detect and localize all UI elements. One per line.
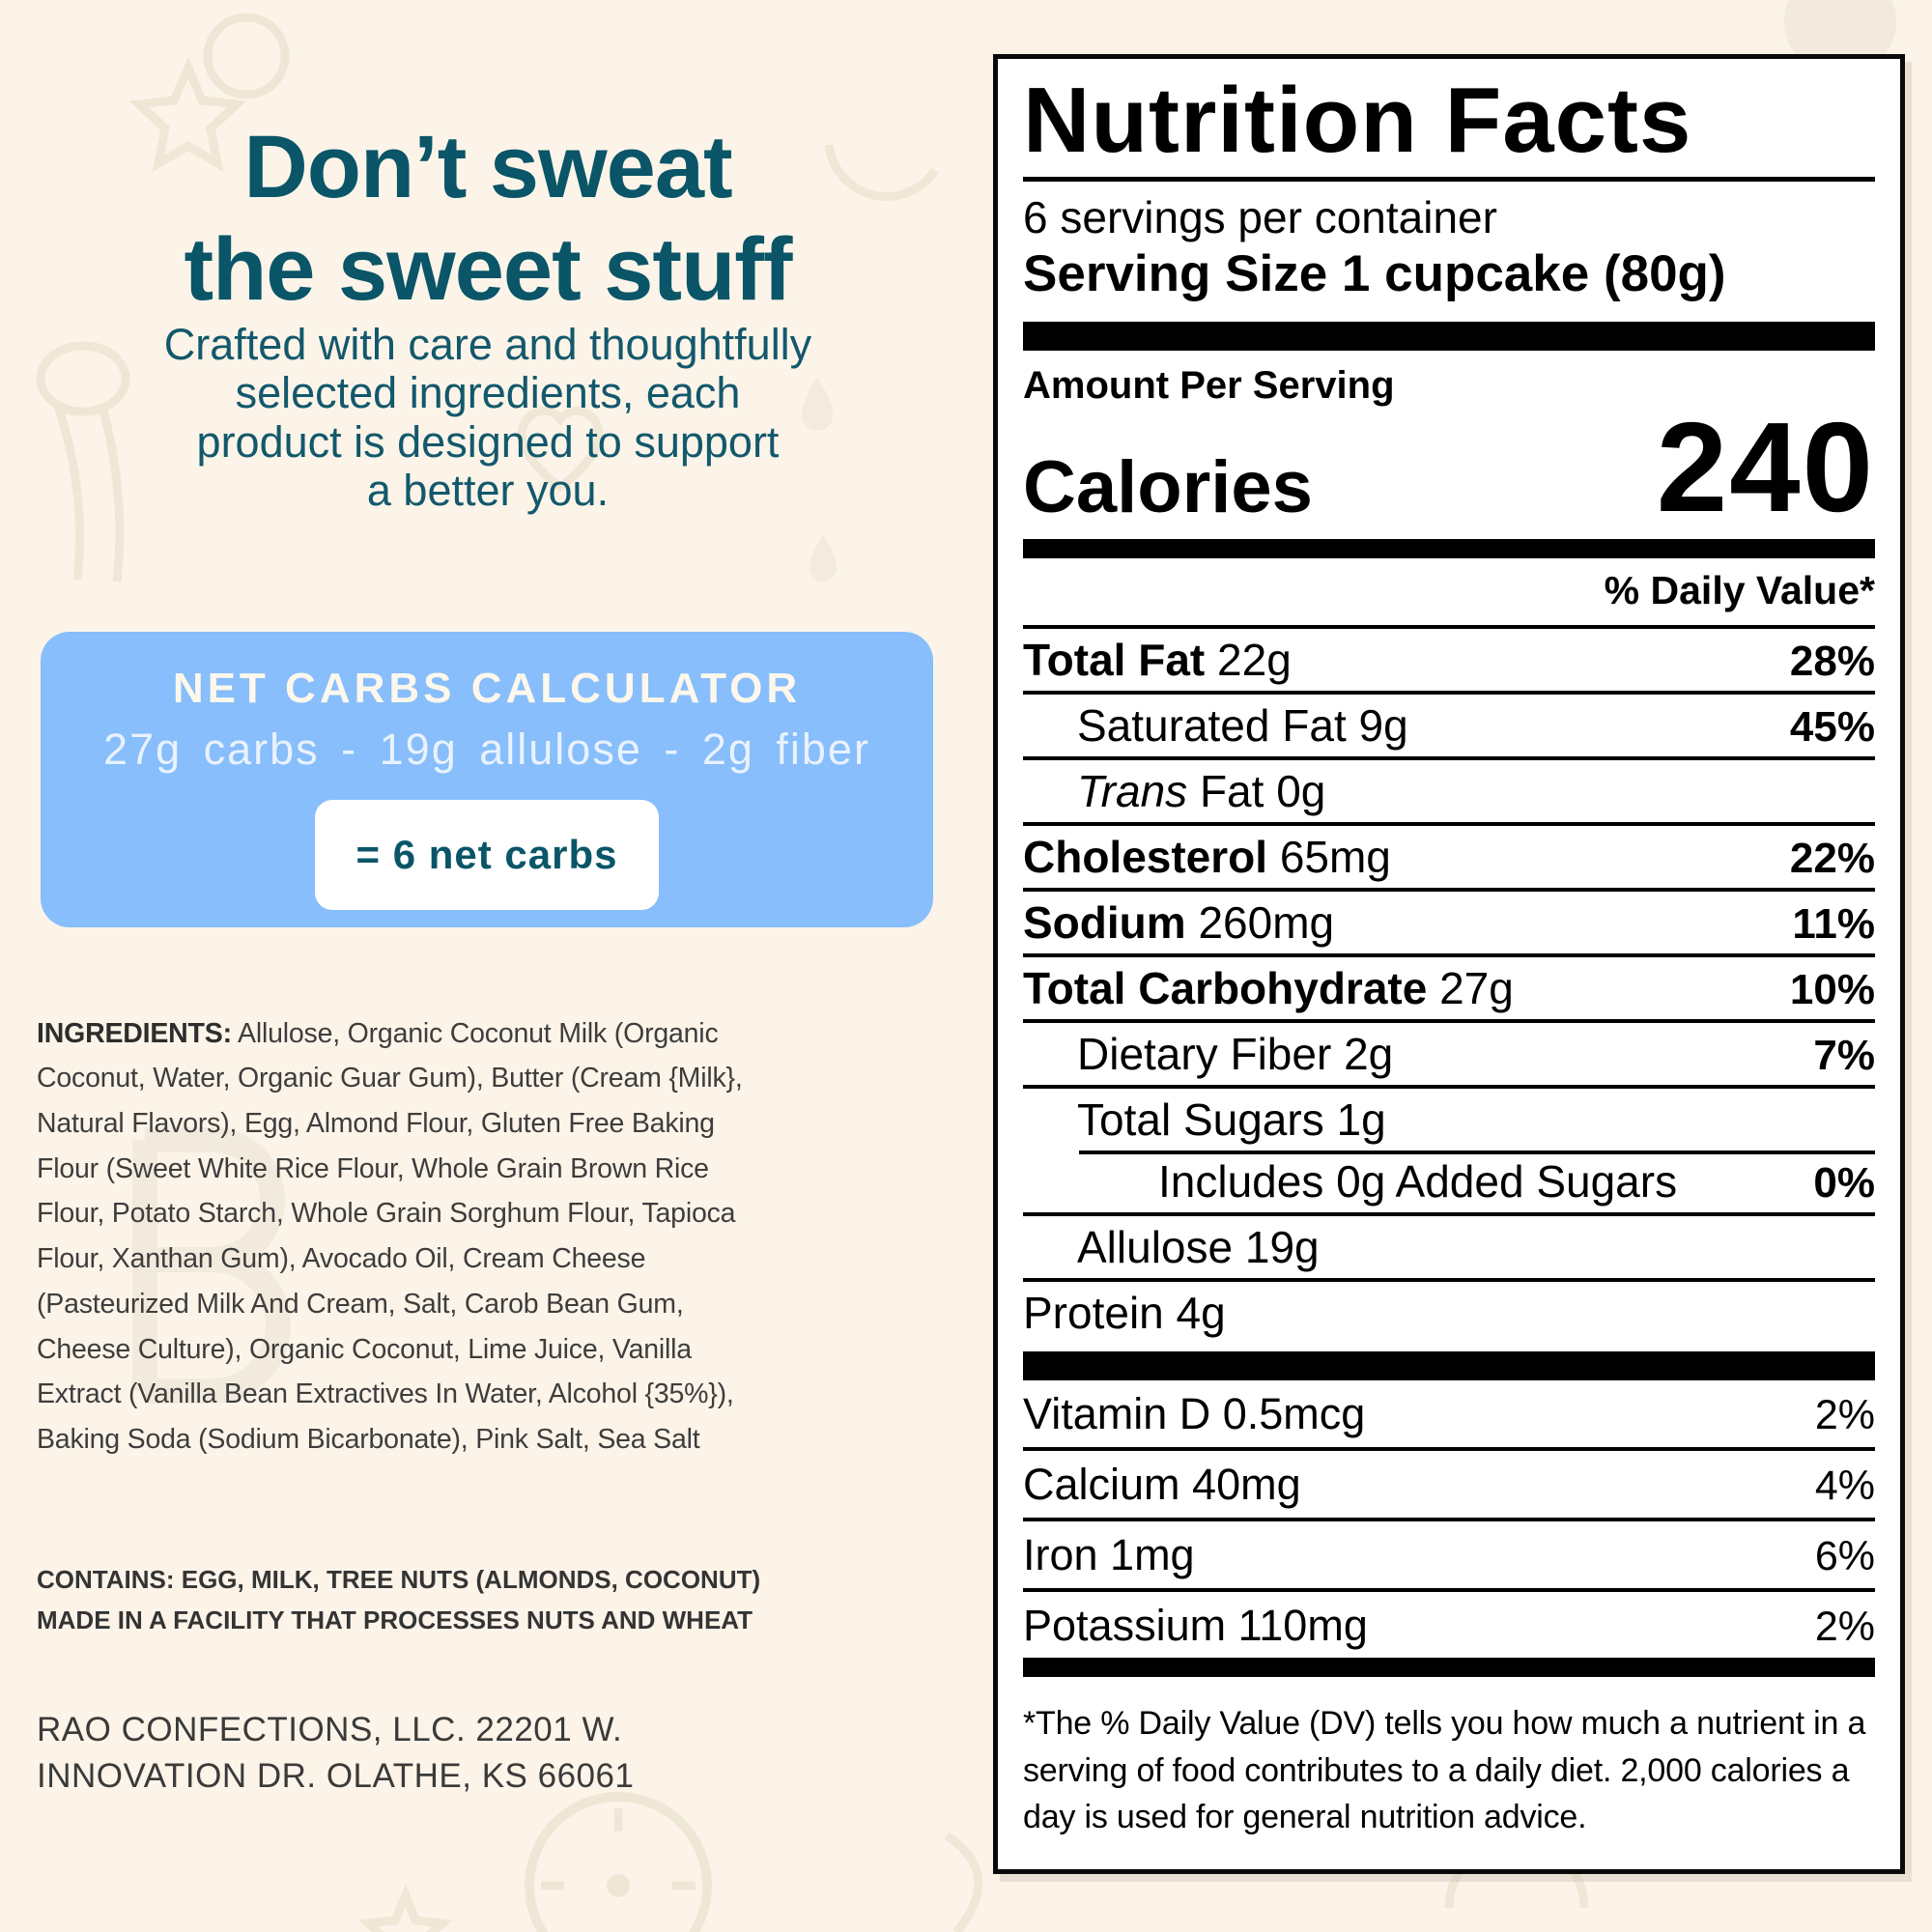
left-column: Don’t sweat the sweet stuff Crafted with…: [0, 116, 976, 1799]
intro-text: Crafted with care and thoughtfully selec…: [0, 320, 976, 516]
row-sodium: Sodium 260mg 11%: [1023, 888, 1875, 953]
calories-row: Calories 240: [1023, 395, 1875, 538]
ingredients-label: INGREDIENTS:: [37, 1017, 232, 1049]
allergen-statement: CONTAINS: EGG, MILK, TREE NUTS (ALMONDS,…: [37, 1559, 790, 1640]
contains-line: CONTAINS: EGG, MILK, TREE NUTS (ALMONDS,…: [37, 1565, 761, 1594]
net-carbs-result: = 6 net carbs: [315, 800, 659, 910]
thick-divider: [1023, 321, 1875, 351]
row-calcium: Calcium 40mg 4%: [1023, 1446, 1875, 1518]
row-added-sugars: Includes 0g Added Sugars 0%: [1023, 1151, 1875, 1212]
intro-line: Crafted with care and thoughtfully: [163, 320, 812, 369]
intro-line: product is designed to support: [196, 416, 780, 467]
serving-size: Serving Size 1 cupcake (80g): [1023, 245, 1726, 303]
address-line: RAO CONFECTIONS, LLC. 22201 W.: [37, 1711, 623, 1748]
thick-divider: [1023, 1351, 1875, 1381]
row-dietary-fiber: Dietary Fiber 2g 7%: [1023, 1019, 1875, 1085]
row-allulose: Allulose 19g: [1023, 1212, 1875, 1278]
row-total-sugars: Total Sugars 1g: [1023, 1085, 1875, 1151]
headline-line: the sweet stuff: [184, 220, 792, 320]
calories-label: Calories: [1023, 445, 1313, 528]
nutrient-rows: Total Fat 22g 28% Saturated Fat 9g 45% Trans…: [1023, 629, 1875, 1344]
servings-per-container: 6 servings per container: [1023, 192, 1497, 242]
calories-value: 240: [1656, 395, 1875, 538]
intro-line: a better you.: [366, 466, 610, 516]
row-total-carbohydrate: Total Carbohydrate 27g 10%: [1023, 953, 1875, 1019]
amount-per-serving-label: Amount Per Serving: [1023, 363, 1395, 407]
row-potassium: Potassium 110mg 2%: [1023, 1587, 1875, 1659]
micronutrient-rows: Vitamin D 0.5mcg 2% Calcium 40mg 4% Iron 1mg…: [1023, 1380, 1875, 1658]
manufacturer-address: RAO CONFECTIONS, LLC. 22201 W. INNOVATIO…: [37, 1707, 790, 1799]
row-vitamin-d: Vitamin D 0.5mcg 2%: [1023, 1389, 1875, 1439]
row-iron: Iron 1mg 6%: [1023, 1517, 1875, 1588]
headline-line: Don’t sweat: [243, 117, 732, 216]
thick-divider: [1023, 539, 1875, 559]
contains-line: MADE IN A FACILITY THAT PROCESSES NUTS A…: [37, 1605, 753, 1635]
divider: [1023, 177, 1875, 182]
daily-value-footnote: *The % Daily Value (DV) tells you how mu…: [1023, 1705, 1866, 1835]
nutrition-facts-title: Nutrition Facts: [1023, 69, 1692, 172]
ingredients-paragraph: INGREDIENTS: Allulose, Organic Coconut M…: [37, 1011, 761, 1463]
address-line: INNOVATION DR. OLATHE, KS 66061: [37, 1756, 635, 1795]
nutrition-facts-panel: Nutrition Facts 6 servings per container…: [993, 54, 1905, 1874]
calculator-formula: 27g carbs - 19g allulose - 2g fiber: [103, 724, 870, 774]
row-cholesterol: Cholesterol 65mg 22%: [1023, 822, 1875, 888]
ingredients-text: Allulose, Organic Coconut Milk (Organic …: [37, 1017, 743, 1456]
row-total-fat: Total Fat 22g 28%: [1023, 635, 1875, 686]
net-carbs-calculator-box: NET CARBS CALCULATOR 27g carbs - 19g all…: [41, 632, 933, 927]
row-protein: Protein 4g: [1023, 1278, 1875, 1344]
thick-divider: [1023, 1658, 1875, 1678]
daily-value-header: % Daily Value*: [1023, 558, 1875, 630]
headline: Don’t sweat the sweet stuff: [0, 116, 976, 322]
row-saturated-fat: Saturated Fat 9g 45%: [1023, 691, 1875, 756]
calculator-title: NET CARBS CALCULATOR: [172, 665, 802, 712]
intro-line: selected ingredients, each: [235, 368, 741, 418]
row-trans-fat: Trans Fat 0g: [1023, 756, 1875, 822]
